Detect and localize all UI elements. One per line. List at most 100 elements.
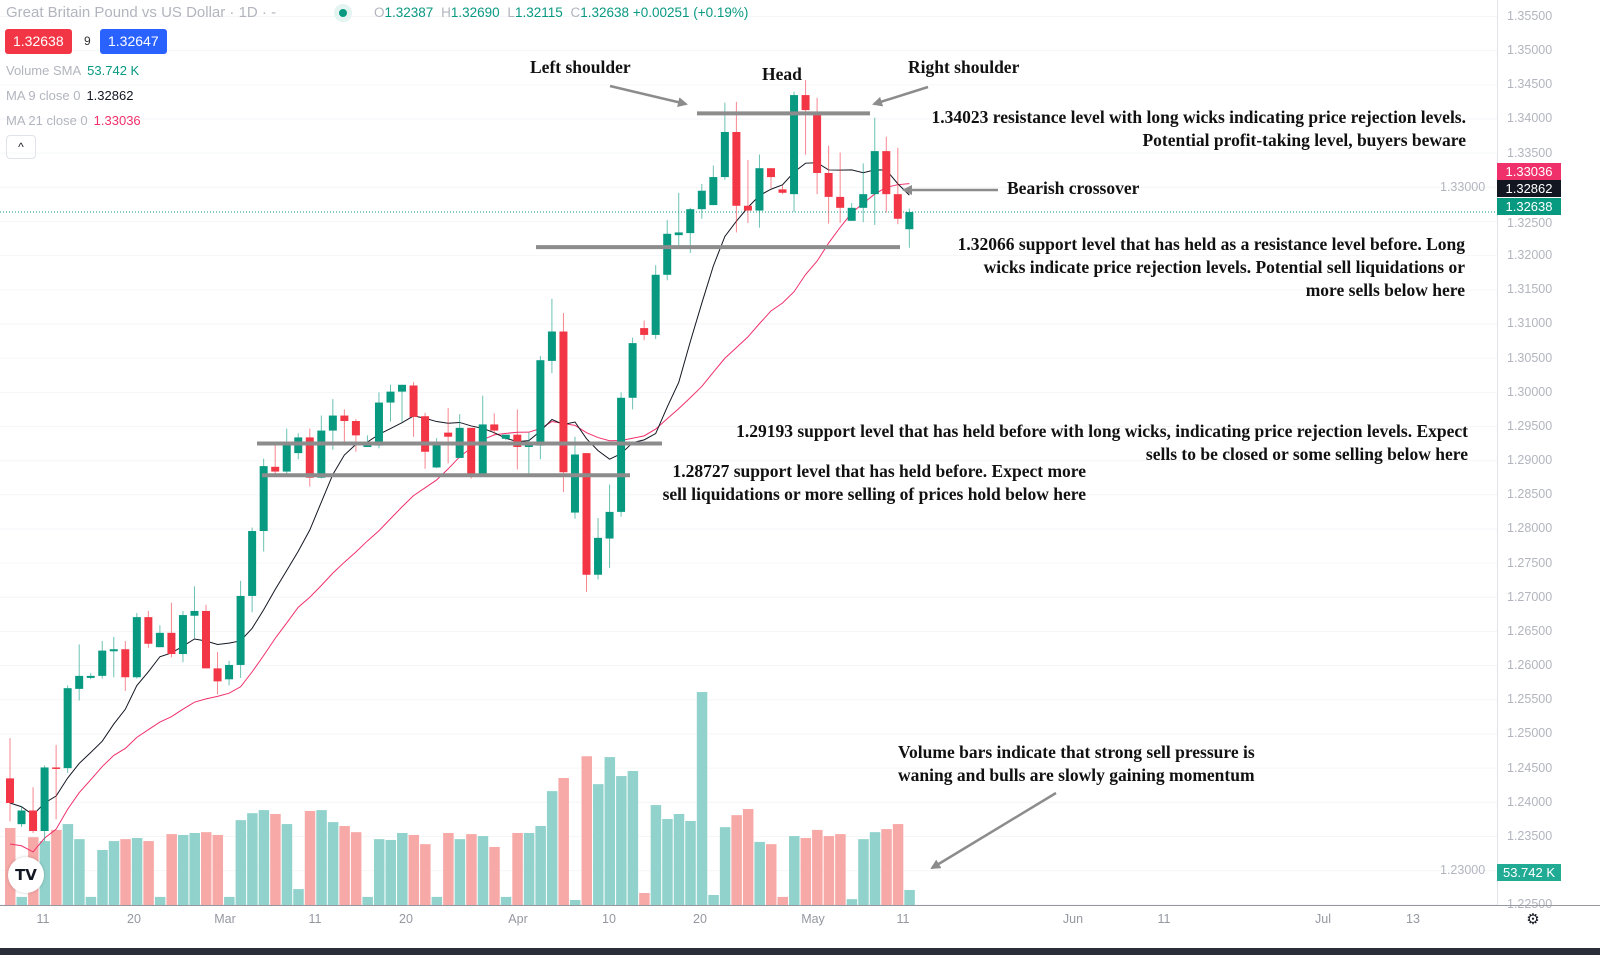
candle [282,428,291,476]
candle [836,152,845,223]
legend-ma9[interactable]: MA 9 close 0 1.32862 [6,88,133,103]
candle-body [513,434,522,447]
candle-body [847,207,856,221]
candle-body [86,675,95,678]
time-axis-border [0,905,1600,906]
candle [351,418,360,452]
legend-ma21[interactable]: MA 21 close 0 1.33036 [6,113,141,128]
candle [594,518,603,580]
volume-bar [74,839,85,905]
candle-body [490,424,499,431]
volume-bar [765,844,777,905]
time-tick: 13 [1406,912,1420,926]
volume-bar [523,832,535,905]
price-tick: 1.27500 [1507,555,1553,570]
candle-body [824,172,833,197]
candle-body [617,397,626,512]
legend-volume-sma[interactable]: Volume SMA 53.742 K [6,63,139,78]
volume-bar [696,692,708,905]
candle [893,147,902,225]
candle-body [398,384,407,392]
candle-body [271,466,280,472]
candle [870,117,879,225]
candle [63,685,72,773]
volume-bar [650,805,662,905]
candle-body [720,131,729,178]
collapse-legend-button[interactable]: ^ [6,135,36,159]
volume-bar [685,820,696,905]
candle [6,738,14,822]
price-tick: 1.27000 [1507,589,1553,604]
volume-bar [177,834,189,905]
candle [766,168,775,189]
volume-bar [812,829,823,905]
candle [755,154,764,228]
legend-label: MA 21 close 0 [6,113,88,128]
candle [386,384,395,422]
price-chart[interactable] [0,0,1497,905]
candle-body [559,331,568,473]
volume-bar [593,784,604,905]
candle [501,434,510,441]
legend-value: 1.33036 [93,113,141,128]
tradingview-logo[interactable]: TV [8,857,44,893]
time-tick: 20 [693,912,707,926]
note-line: Volume bars indicate that strong sell pr… [898,742,1255,762]
candle-body [790,95,799,195]
time-tick: 11 [1157,912,1171,926]
candle [790,91,799,212]
note-line: wicks indicate price rejection levels. P… [983,257,1465,277]
candle [29,787,38,834]
volume-bar [569,899,581,905]
volume-bar [466,834,477,905]
candle [317,415,326,479]
candle [398,384,407,422]
symbol-title[interactable]: Great Britain Pound vs US Dollar · 1D · … [6,4,277,21]
candle [75,644,84,701]
candle [155,625,164,648]
candle [467,427,476,479]
volume-bar [904,890,915,905]
price-tick: 1.30500 [1507,350,1553,365]
time-tick: 20 [127,912,141,926]
volume-bar [143,841,154,905]
candle [374,392,383,449]
support-132066-note: 1.32066 support level that has held as a… [958,233,1465,302]
candle [40,765,49,842]
left-shoulder-label: Left shoulder [530,57,631,77]
candle-body [709,177,718,206]
low-value: 1.32115 [514,5,563,20]
last-price-tag: 1.32638 [1497,198,1561,215]
volume-bar [731,815,742,905]
bearish-crossover-label: Bearish crossover [1007,178,1140,198]
candle-body [893,194,902,219]
price-tick: 1.29000 [1507,453,1553,468]
volume-bar [397,832,408,905]
candle-body [697,190,706,210]
sell-button[interactable]: 1.32638 [5,29,72,54]
price-axis-border [1497,0,1498,905]
ohlc-readout: O1.32387 H1.32690 L1.32115 C1.32638 +0.0… [370,5,748,20]
volume-bar [546,791,558,905]
candle [778,185,787,195]
candle-body [813,114,822,173]
volume-bar [639,892,650,905]
volume-bar [823,836,835,905]
candle-body [421,416,430,452]
buy-button[interactable]: 1.32647 [100,29,167,54]
price-tick: 1.31500 [1507,282,1553,297]
level-lines[interactable] [257,111,900,478]
candle-body [594,537,603,575]
time-tick: Jul [1315,912,1331,926]
candle-body [663,233,672,275]
candle-body [17,810,26,825]
settings-gear-icon[interactable]: ⚙ [1526,911,1540,928]
candle-body [501,434,510,439]
time-tick: 11 [36,912,50,926]
volume-bar [777,896,789,905]
volume-bar [339,826,350,905]
volume-bar [327,822,339,905]
volume-bar [154,896,166,905]
candle-body [363,444,372,447]
candle-body [870,151,879,195]
